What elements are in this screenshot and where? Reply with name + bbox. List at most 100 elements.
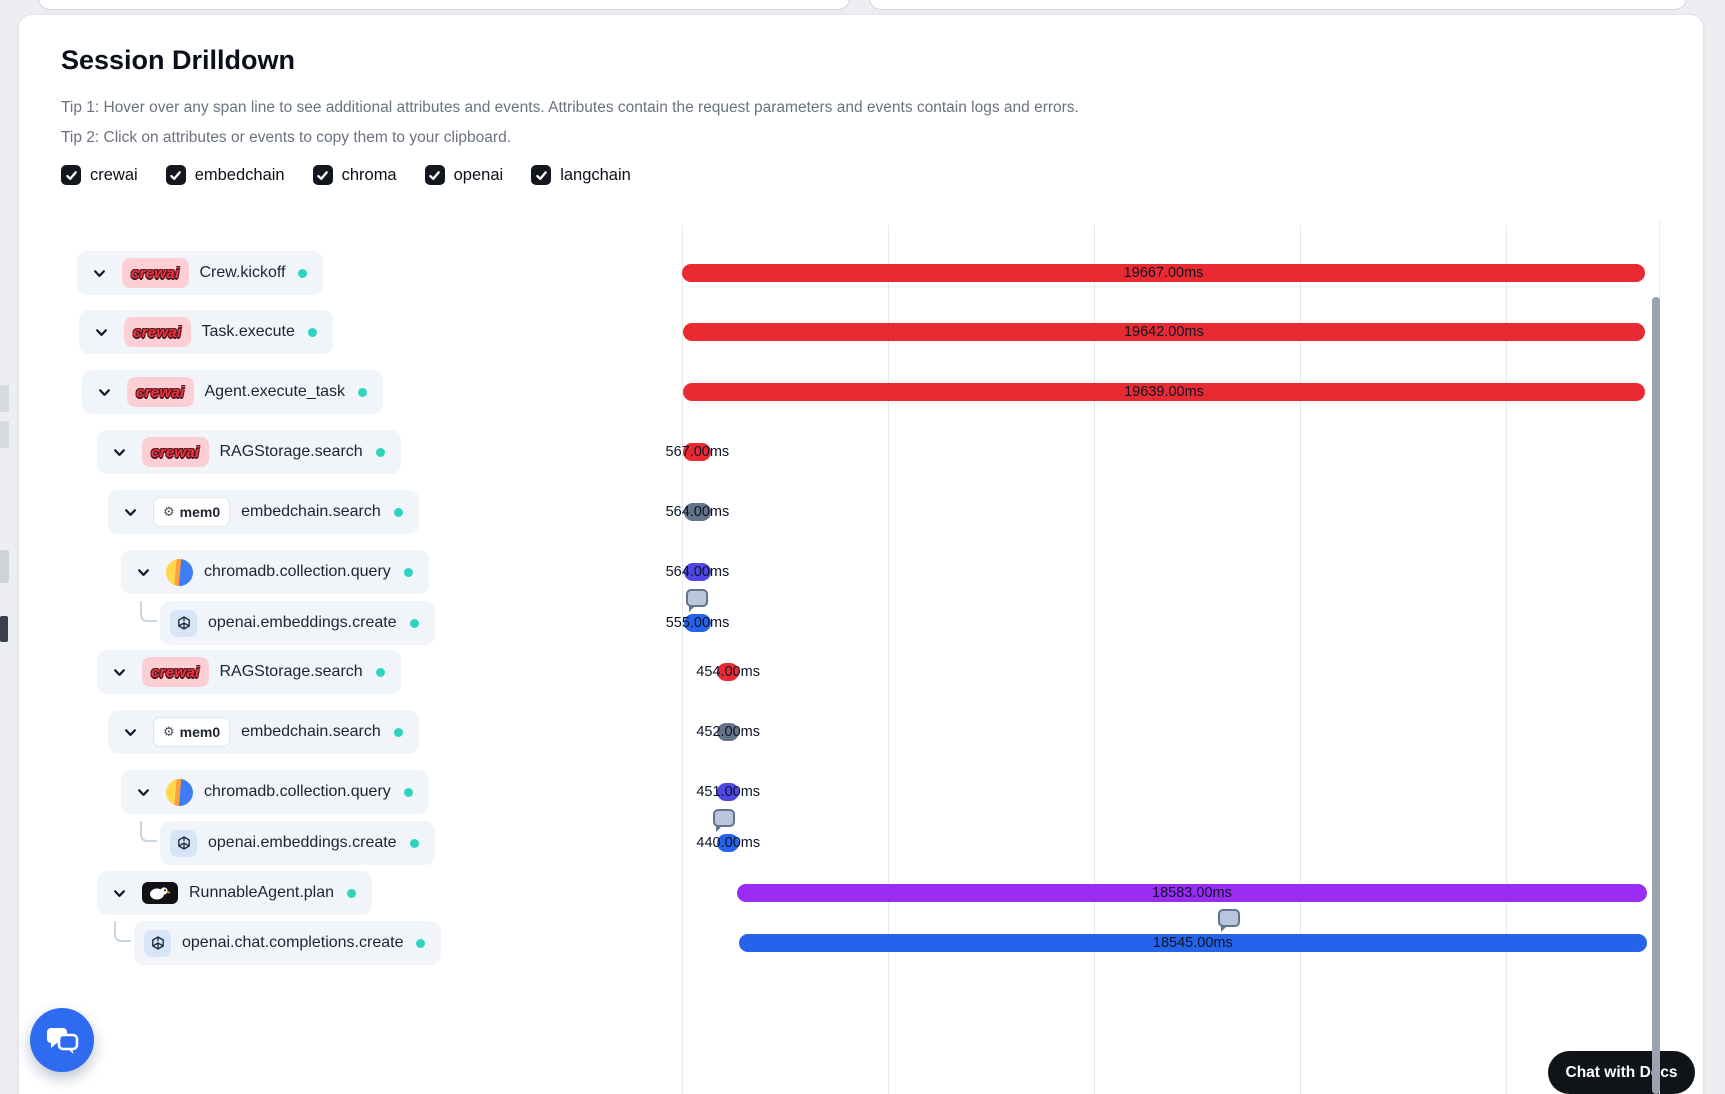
partial-card-above-right xyxy=(869,0,1687,10)
span-duration-bar[interactable]: 564.00ms xyxy=(666,563,729,581)
vertical-scrollbar[interactable] xyxy=(1652,297,1660,1094)
chevron-down-icon[interactable] xyxy=(118,500,142,524)
background-fragment xyxy=(0,421,9,448)
event-bubble-icon[interactable] xyxy=(686,589,709,612)
span-name: openai.embeddings.create xyxy=(208,834,397,851)
span-duration-label: 451.00ms xyxy=(696,784,761,800)
span-row-1[interactable]: crewai Task.execute xyxy=(79,310,333,354)
background-fragment xyxy=(0,550,9,583)
span-row-11[interactable]: RunnableAgent.plan xyxy=(97,871,373,915)
span-duration-bar[interactable]: 19639.00ms xyxy=(683,383,1645,401)
tip-1-text: Tip 1: Hover over any span line to see a… xyxy=(61,99,1079,116)
span-duration-label: 19639.00ms xyxy=(1124,384,1204,400)
chevron-down-icon[interactable] xyxy=(131,780,155,804)
filter-label: crewai xyxy=(90,165,138,184)
status-dot xyxy=(409,618,419,628)
mem0-logo-text: mem0 xyxy=(179,504,221,520)
span-row-3[interactable]: crewai RAGStorage.search xyxy=(97,430,401,474)
span-row-10[interactable]: openai.embeddings.create xyxy=(160,821,435,865)
span-duration-label: 18583.00ms xyxy=(1152,885,1232,901)
filter-langchain[interactable]: langchain xyxy=(531,165,631,185)
openai-logo xyxy=(144,929,171,957)
span-duration-bar[interactable]: 452.00ms xyxy=(696,723,760,741)
chevron-down-icon[interactable] xyxy=(131,560,155,584)
chat-with-docs-button[interactable]: Chat with Docs xyxy=(1548,1051,1695,1094)
filter-label: openai xyxy=(453,165,504,184)
provider-filters: crewai embedchain chroma openai langchain xyxy=(61,165,631,185)
span-duration-label: 567.00ms xyxy=(665,444,730,460)
crewai-logo-text: crewai xyxy=(136,383,185,401)
status-dot xyxy=(298,268,308,278)
langchain-logo xyxy=(142,882,178,904)
span-row-5[interactable]: chromadb.collection.query xyxy=(121,550,429,594)
span-duration-bar[interactable]: 564.00ms xyxy=(666,503,729,521)
filter-chroma[interactable]: chroma xyxy=(312,165,397,185)
tip-2-text: Tip 2: Click on attributes or events to … xyxy=(61,129,511,146)
gear-icon: ⚙ xyxy=(163,504,175,519)
span-row-8[interactable]: ⚙ mem0 embedchain.search xyxy=(108,710,419,754)
filter-embedchain[interactable]: embedchain xyxy=(165,165,285,185)
chevron-down-icon[interactable] xyxy=(107,660,131,684)
span-duration-label: 555.00ms xyxy=(665,615,730,631)
span-duration-bar[interactable]: 18583.00ms xyxy=(736,884,1647,902)
chevron-down-icon[interactable] xyxy=(89,320,113,344)
filter-checkbox-chroma[interactable] xyxy=(312,165,333,185)
chat-widget-button[interactable] xyxy=(30,1008,94,1072)
span-row-9[interactable]: chromadb.collection.query xyxy=(121,770,429,814)
span-row-0[interactable]: crewai Crew.kickoff xyxy=(77,251,324,295)
crewai-logo-text: crewai xyxy=(133,323,182,341)
openai-logo xyxy=(170,609,197,637)
span-row-12[interactable]: openai.chat.completions.create xyxy=(134,921,442,965)
chevron-down-icon[interactable] xyxy=(118,720,142,744)
chevron-down-icon[interactable] xyxy=(107,881,131,905)
status-dot xyxy=(307,327,317,337)
chevron-down-icon[interactable] xyxy=(107,440,131,464)
span-duration-label: 564.00ms xyxy=(665,504,730,520)
status-dot xyxy=(375,667,385,677)
filter-checkbox-embedchain[interactable] xyxy=(165,165,186,185)
crewai-logo: crewai xyxy=(124,317,191,347)
crewai-logo: crewai xyxy=(122,258,189,288)
crewai-logo-text: crewai xyxy=(151,663,200,681)
filter-checkbox-openai[interactable] xyxy=(424,165,445,185)
filter-checkbox-crewai[interactable] xyxy=(61,165,81,185)
page-title: Session Drilldown xyxy=(61,45,296,75)
span-name: chromadb.collection.query xyxy=(204,783,391,800)
chevron-down-icon[interactable] xyxy=(92,380,116,404)
span-name: Task.execute xyxy=(201,323,295,340)
span-duration-bar[interactable]: 19667.00ms xyxy=(682,264,1645,282)
span-row-4[interactable]: ⚙ mem0 embedchain.search xyxy=(108,490,419,534)
span-duration-bar[interactable]: 18545.00ms xyxy=(738,934,1647,952)
partial-card-above-left xyxy=(38,0,850,10)
chroma-logo xyxy=(166,778,193,806)
span-name: openai.embeddings.create xyxy=(208,614,397,631)
filter-checkbox-langchain[interactable] xyxy=(531,165,552,185)
event-bubble-icon[interactable] xyxy=(1217,909,1240,932)
background-fragment xyxy=(0,616,8,642)
filter-crewai[interactable]: crewai xyxy=(61,165,138,185)
crewai-logo-text: crewai xyxy=(131,264,180,282)
status-dot xyxy=(393,727,403,737)
crewai-logo: crewai xyxy=(142,657,209,687)
span-duration-label: 19642.00ms xyxy=(1123,324,1204,340)
span-row-7[interactable]: crewai RAGStorage.search xyxy=(97,650,401,694)
status-dot xyxy=(403,787,413,797)
span-name: openai.chat.completions.create xyxy=(182,934,404,951)
filter-label: chroma xyxy=(341,165,397,184)
span-duration-bar[interactable]: 451.00ms xyxy=(696,783,760,801)
span-duration-bar[interactable]: 555.00ms xyxy=(666,614,729,632)
span-duration-label: 454.00ms xyxy=(696,664,760,680)
chevron-down-icon[interactable] xyxy=(87,261,111,285)
chroma-logo xyxy=(166,558,193,586)
span-duration-label: 440.00ms xyxy=(696,835,761,851)
status-dot xyxy=(409,838,419,848)
span-row-2[interactable]: crewai Agent.execute_task xyxy=(82,370,384,414)
span-row-6[interactable]: openai.embeddings.create xyxy=(160,601,435,645)
event-bubble-icon[interactable] xyxy=(713,809,735,832)
status-dot xyxy=(375,447,385,457)
span-duration-bar[interactable]: 440.00ms xyxy=(696,834,760,852)
filter-openai[interactable]: openai xyxy=(424,165,504,185)
span-duration-bar[interactable]: 19642.00ms xyxy=(682,323,1645,341)
span-duration-bar[interactable]: 567.00ms xyxy=(666,443,729,461)
span-duration-bar[interactable]: 454.00ms xyxy=(696,663,760,681)
